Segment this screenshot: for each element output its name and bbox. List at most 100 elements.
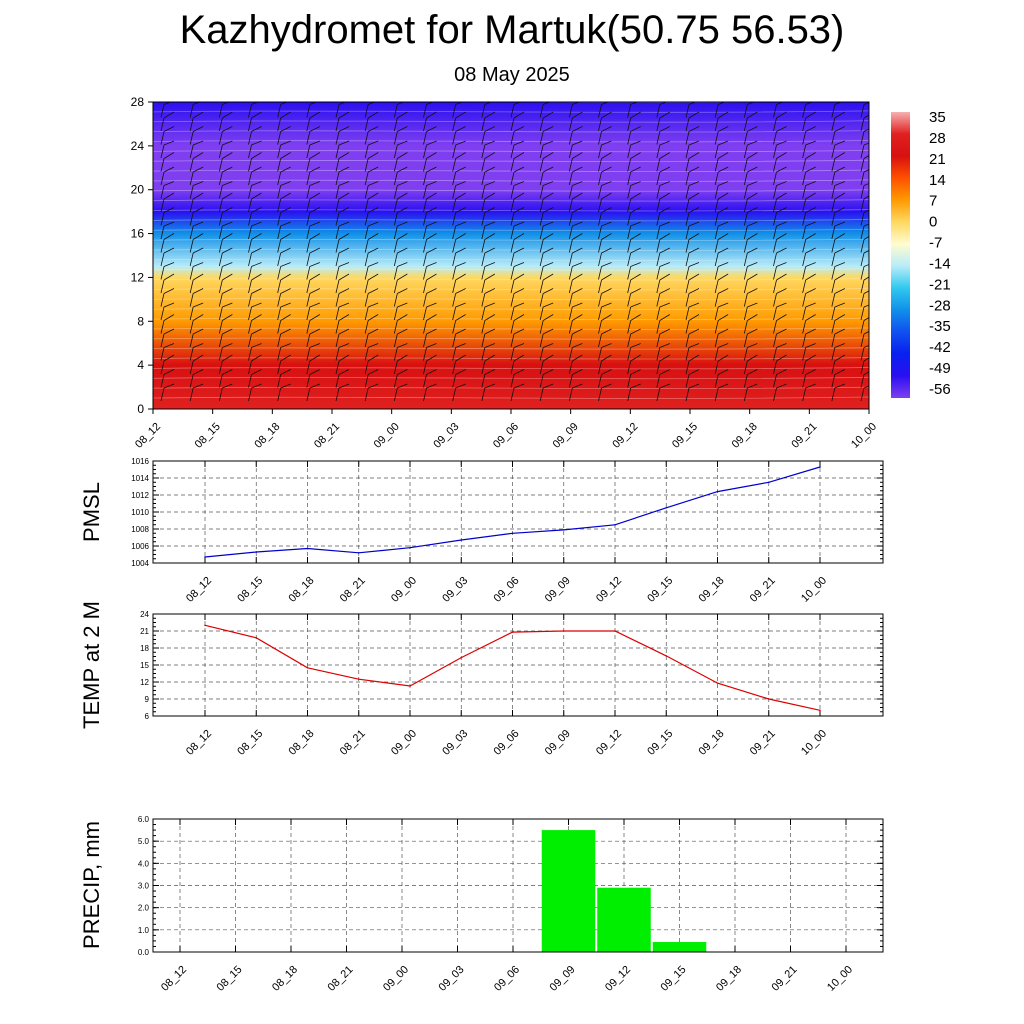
x-tick-label: 09_03 <box>440 728 470 758</box>
x-tick-label: 09_15 <box>659 964 689 994</box>
x-tick-label: 09_12 <box>610 421 640 451</box>
x-tick-label: 09_21 <box>770 964 800 994</box>
x-tick-label: 08_18 <box>287 575 317 605</box>
pmsl-point <box>460 539 463 541</box>
x-tick-label: 09_21 <box>789 421 819 451</box>
x-tick-label: 10_00 <box>825 964 855 994</box>
temp2m-point <box>767 698 770 700</box>
x-tick-label: 08_18 <box>270 964 300 994</box>
temp2m-point <box>665 655 668 657</box>
y-tick-label: 8 <box>137 314 144 328</box>
x-tick-label: 09_03 <box>440 575 470 605</box>
x-tick-label: 08_12 <box>184 575 214 605</box>
x-tick-label: 09_03 <box>437 964 467 994</box>
x-tick-label: 08_21 <box>338 728 368 758</box>
x-tick-label: 09_15 <box>645 575 675 605</box>
temp2m-point <box>357 678 360 680</box>
temp2m-point <box>204 624 206 627</box>
x-tick-label: 08_15 <box>215 964 245 994</box>
pmsl-point <box>306 547 309 550</box>
colorbar-label: -14 <box>929 255 951 272</box>
x-tick-label: 09_21 <box>748 575 778 605</box>
x-tick-label: 09_18 <box>714 964 744 994</box>
y-tick-label: 15 <box>140 661 149 670</box>
colorbar-label: -28 <box>929 297 951 314</box>
temp2m-frame <box>152 613 884 717</box>
x-tick-label: 08_12 <box>184 728 214 758</box>
x-tick-label: 10_00 <box>799 728 829 758</box>
y-tick-label: 1004 <box>131 559 149 568</box>
chart-title: Kazhydromet for Martuk(50.75 56.53) <box>179 8 845 52</box>
x-tick-label: 09_21 <box>748 728 778 758</box>
x-tick-label: 08_15 <box>235 575 265 605</box>
y-tick-label: 9 <box>145 695 150 704</box>
colorbar-label: -21 <box>929 276 951 293</box>
x-tick-label: 09_00 <box>372 421 402 451</box>
y-tick-label: 0 <box>137 402 144 416</box>
x-tick-label: 08_21 <box>312 421 342 451</box>
temp2m-point <box>511 631 514 633</box>
y-tick-label: 1.0 <box>138 926 150 935</box>
precip-bar <box>652 942 707 952</box>
pmsl-panel: 1004 1006 1008 1010 1012 1014 1016 08_12 08_15 08… <box>131 457 884 605</box>
x-tick-label: 09_00 <box>381 964 411 994</box>
y-tick-label: 1016 <box>131 457 149 466</box>
x-tick-label: 09_18 <box>697 728 727 758</box>
x-tick-label: 09_06 <box>492 728 522 758</box>
temp2m-point <box>716 682 719 684</box>
colorbar-label: 0 <box>929 214 937 231</box>
x-tick-label: 09_09 <box>543 728 573 758</box>
y-tick-label: 6.0 <box>138 815 150 824</box>
precip-bar <box>541 830 596 952</box>
y-tick-label: 21 <box>140 627 149 636</box>
x-tick-label: 09_09 <box>543 575 573 605</box>
y-tick-label: 4 <box>137 358 144 372</box>
y-tick-label: 18 <box>140 644 149 653</box>
x-tick-label: 09_06 <box>491 421 521 451</box>
x-tick-label: 09_06 <box>492 964 522 994</box>
temperature-field <box>153 102 869 409</box>
cross-section-panel: 0 4 8 12 16 20 24 28 08_12 08_15 08_18 08_21 09_00 09… <box>131 95 879 451</box>
x-tick-label: 09_15 <box>645 728 675 758</box>
colorbar-label: 14 <box>929 172 946 189</box>
temp2m-ylabel: TEMP at 2 M <box>79 601 104 729</box>
y-tick-label: 1006 <box>131 542 149 551</box>
precip-ylabel: PRECIP, mm <box>79 821 104 949</box>
x-tick-label: 09_00 <box>389 575 419 605</box>
y-tick-label: 1012 <box>131 491 149 500</box>
pmsl-point <box>716 490 719 493</box>
x-tick-label: 09_09 <box>548 964 578 994</box>
y-tick-label: 12 <box>140 678 149 687</box>
pmsl-point <box>819 466 821 468</box>
temp2m-panel: 6 9 12 15 18 21 24 08_12 08_15 08_18 08_21 09_00 09_… <box>140 610 884 758</box>
y-tick-label: 1010 <box>131 508 149 517</box>
precip-panel: 0.0 1.0 2.0 3.0 4.0 5.0 6.0 08_12 08_15 08_18 08_2… <box>138 815 884 994</box>
pmsl-point <box>357 552 360 554</box>
y-tick-label: 5.0 <box>138 837 150 846</box>
colorbar-label: -35 <box>929 318 951 335</box>
x-tick-label: 08_15 <box>235 728 265 758</box>
colorbar: 35 28 21 14 7 0 -7 -14 -21 -28 -35 -42 -49 -56 <box>891 109 951 398</box>
colorbar-label: 21 <box>929 151 946 168</box>
x-tick-label: 08_12 <box>159 964 189 994</box>
y-tick-label: 1008 <box>131 525 149 534</box>
x-tick-label: 10_00 <box>799 575 829 605</box>
y-tick-label: 6 <box>145 712 150 721</box>
chart-subtitle: 08 May 2025 <box>454 64 570 86</box>
x-tick-label: 09_18 <box>697 575 727 605</box>
x-tick-label: 09_00 <box>389 728 419 758</box>
temp2m-point <box>562 630 565 632</box>
x-tick-label: 09_12 <box>594 728 624 758</box>
x-tick-label: 08_18 <box>252 421 282 451</box>
x-tick-label: 09_03 <box>431 421 461 451</box>
x-tick-label: 10_00 <box>849 421 879 451</box>
x-tick-label: 08_21 <box>338 575 368 605</box>
pmsl-point <box>204 556 206 558</box>
colorbar-label: 35 <box>929 109 946 126</box>
precip-bar <box>597 887 651 952</box>
colorbar-label: -42 <box>929 339 951 356</box>
pmsl-frame <box>152 460 884 564</box>
temp2m-point <box>614 630 616 632</box>
pmsl-ylabel: PMSL <box>79 482 104 542</box>
